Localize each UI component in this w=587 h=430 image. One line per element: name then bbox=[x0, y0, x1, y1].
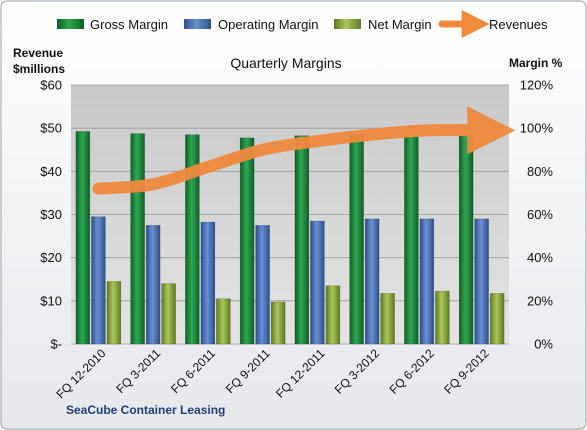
bar-gross-margin bbox=[294, 135, 310, 345]
bar-operating-margin bbox=[364, 218, 380, 345]
bar-operating-margin bbox=[145, 225, 161, 345]
bar-operating-margin bbox=[200, 221, 216, 345]
legend-label-gross-margin: Gross Margin bbox=[90, 17, 168, 32]
bar-gross-margin bbox=[239, 137, 255, 345]
y-left-tick-label: $- bbox=[50, 337, 62, 352]
bar-operating-margin bbox=[474, 218, 489, 345]
y-left-label-line2: $millions bbox=[13, 62, 65, 76]
legend: Gross Margin Operating Margin Net Margin… bbox=[57, 10, 548, 38]
bar-net-margin bbox=[106, 281, 122, 345]
bar-net-margin bbox=[216, 298, 231, 345]
bar-gross-margin bbox=[185, 134, 200, 345]
y-left-tick-label: $40 bbox=[40, 164, 62, 179]
legend-label-operating-margin: Operating Margin bbox=[218, 17, 318, 32]
bar-net-margin bbox=[325, 285, 341, 345]
legend-swatch-operating-margin bbox=[184, 19, 211, 29]
legend-label-net-margin: Net Margin bbox=[368, 17, 432, 32]
y-left-tick-label: $30 bbox=[40, 207, 62, 222]
y-right-label: Margin % bbox=[509, 56, 563, 70]
legend-swatch-gross-margin bbox=[57, 19, 84, 29]
y-left-tick-label: $60 bbox=[40, 78, 62, 93]
y-right-tick-label: 40% bbox=[527, 250, 553, 265]
y-right-tick-label: 20% bbox=[527, 293, 553, 308]
y-right-tick-label: 60% bbox=[527, 207, 553, 222]
bar-operating-margin bbox=[255, 225, 270, 345]
bar-net-margin bbox=[270, 301, 286, 345]
bar-gross-margin bbox=[349, 134, 364, 345]
bar-net-margin bbox=[380, 293, 395, 345]
bar-net-margin bbox=[435, 290, 450, 345]
bar-net-margin bbox=[161, 283, 176, 345]
y-left-tick-label: $10 bbox=[40, 293, 62, 308]
y-left-tick-label: $20 bbox=[40, 250, 62, 265]
chart-title: Quarterly Margins bbox=[230, 55, 341, 71]
bar-gross-margin bbox=[458, 134, 474, 345]
y-left-tick-label: $50 bbox=[40, 121, 62, 136]
bar-operating-margin bbox=[310, 220, 325, 345]
line-revenues bbox=[92, 106, 516, 195]
y-right-tick-label: 100% bbox=[520, 121, 554, 136]
y-right-tick-label: 80% bbox=[527, 164, 553, 179]
chart-footer: SeaCube Container Leasing bbox=[66, 403, 225, 417]
bar-gross-margin bbox=[404, 134, 419, 345]
y-right-tick-label: 120% bbox=[520, 78, 554, 93]
bar-gross-margin bbox=[75, 131, 91, 345]
bar-operating-margin bbox=[91, 216, 106, 345]
legend-label-revenues: Revenues bbox=[489, 17, 548, 32]
bar-operating-margin bbox=[419, 218, 435, 345]
y-right-tick-label: 0% bbox=[534, 337, 553, 352]
bar-gross-margin bbox=[130, 133, 145, 345]
y-left-label-line1: Revenue bbox=[13, 46, 63, 60]
legend-swatch-net-margin bbox=[334, 19, 361, 29]
bar-net-margin bbox=[489, 293, 505, 345]
